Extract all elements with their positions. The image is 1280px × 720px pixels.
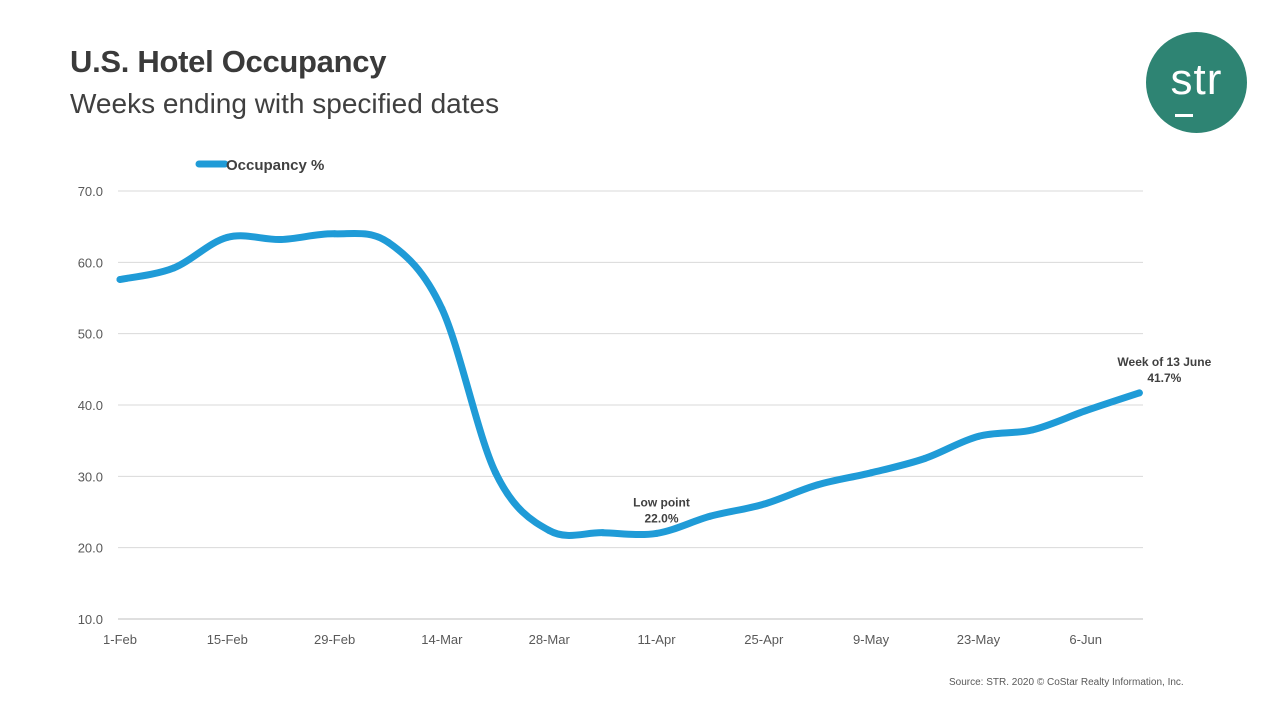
x-tick-label: 6-Jun [1069, 632, 1102, 647]
data-point-16-May [921, 455, 929, 462]
x-tick-label: 28-Mar [529, 632, 571, 647]
x-tick-label: 15-Feb [207, 632, 248, 647]
data-point-18-Apr [706, 512, 714, 520]
annotation-value: 22.0% [644, 511, 678, 525]
data-point-23-May [974, 432, 982, 440]
x-tick-label: 23-May [957, 632, 1001, 647]
data-point-4-Apr [599, 529, 607, 537]
y-tick-label: 30.0 [78, 469, 103, 484]
chart-title: U.S. Hotel Occupancy [70, 44, 387, 79]
data-point-13-Jun [1135, 389, 1143, 397]
annotation-label: Low point [633, 495, 690, 509]
x-tick-label: 11-Apr [637, 632, 676, 647]
data-point-28-Mar [545, 527, 553, 535]
data-point-21-Mar [492, 469, 500, 477]
data-point-29-Feb [331, 230, 339, 238]
y-tick-label: 50.0 [78, 327, 103, 342]
grid-lines [118, 190, 1143, 549]
data-point-30-May [1028, 426, 1036, 434]
source-note: Source: STR. 2020 © CoStar Realty Inform… [949, 677, 1184, 688]
data-point-7-Mar [384, 238, 392, 246]
annotation-label: Week of 13 June [1117, 355, 1211, 369]
annotations: Low point 22.0% Week of 13 June 41.7% [633, 355, 1211, 526]
data-points [116, 230, 1143, 537]
data-point-15-Feb [223, 233, 231, 241]
y-tick-label: 10.0 [78, 612, 103, 627]
y-tick-label: 70.0 [78, 184, 103, 199]
data-point-8-Feb [170, 264, 178, 272]
data-point-2-May [813, 481, 821, 489]
legend-label-occupancy: Occupancy % [226, 157, 324, 174]
data-point-25-Apr [760, 500, 768, 508]
y-tick-label: 20.0 [78, 541, 103, 556]
x-tick-label: 1-Feb [103, 632, 137, 647]
data-point-1-Feb [116, 275, 124, 283]
x-axis-ticks: 1-Feb 15-Feb 29-Feb 14-Mar 28-Mar 11-Apr 25-Ap… [103, 632, 1102, 647]
y-tick-label: 60.0 [78, 255, 103, 270]
annotation-value: 41.7% [1147, 371, 1181, 385]
x-tick-label: 25-Apr [744, 632, 784, 647]
chart-subtitle: Weeks ending with specified dates [70, 88, 500, 119]
data-point-9-May [867, 469, 875, 477]
legend: Occupancy % [195, 157, 324, 174]
x-tick-label: 29-Feb [314, 632, 355, 647]
y-axis-ticks: 10.0 20.0 30.0 40.0 50.0 60.0 70.0 [78, 184, 103, 627]
data-point-14-Mar [438, 305, 446, 313]
y-tick-label: 40.0 [78, 398, 103, 413]
data-point-22-Feb [277, 236, 285, 244]
str-logo-text: str [1170, 54, 1223, 104]
str-logo-underline [1175, 114, 1193, 117]
data-point-11-Apr [653, 529, 660, 537]
series-line-occupancy [116, 229, 1143, 539]
x-tick-label: 9-May [853, 632, 890, 647]
x-tick-label: 14-Mar [421, 632, 463, 647]
data-point-6-Jun [1082, 407, 1090, 415]
str-logo: str [1146, 32, 1247, 133]
